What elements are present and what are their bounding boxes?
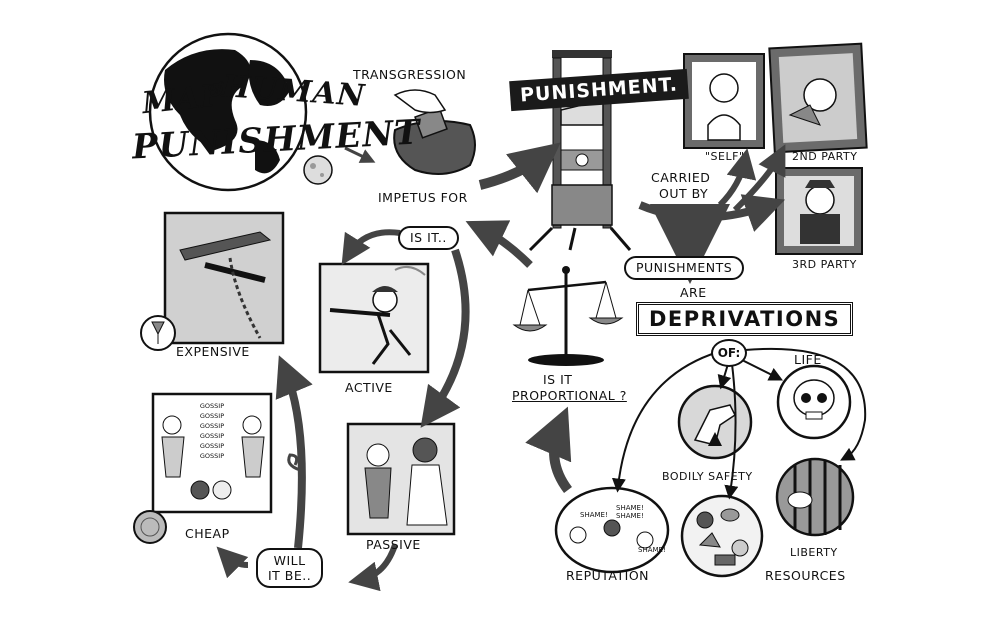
arrow-wallet-to-guillotine (478, 142, 561, 194)
label-third-party: 3RD PARTY (792, 258, 857, 271)
will-it-be-line-1: WILL (273, 553, 306, 568)
globe-illustration (148, 32, 308, 192)
label-is-it-proportional-2: PROPORTIONAL ? (512, 388, 627, 403)
branch-to-bodily-safety (717, 363, 732, 390)
label-active: ACTIVE (345, 380, 393, 395)
gossip-text-2: GOSSIP (200, 412, 224, 420)
of-badge: OF: (711, 339, 747, 367)
shame-sign-2: SHAME! (616, 504, 644, 512)
arrow-isit-to-drone (341, 229, 401, 266)
arrow-reputation-to-scales (525, 406, 573, 494)
label-second-party: 2ND PARTY (792, 150, 858, 163)
second-party-portrait-frame (768, 42, 868, 154)
punishments-pill: PUNISHMENTS (624, 256, 745, 280)
wallet-theft-illustration (393, 89, 476, 175)
shame-sign-3: SHAME! (616, 512, 644, 520)
label-is-it-proportional-1: IS IT (543, 372, 573, 387)
self-portrait-frame (683, 53, 765, 149)
label-transgression: TRANSGRESSION (353, 67, 467, 82)
will-it-be-line-2: IT BE.. (268, 568, 312, 583)
label-out-by: OUT BY (659, 186, 709, 201)
label-liberty: LIBERTY (790, 546, 838, 559)
passive-panel (346, 422, 456, 536)
skull-circle (776, 364, 852, 440)
moon-icon (303, 155, 333, 185)
arrow-passive-to-willitbe (348, 543, 398, 592)
label-bodily-safety: BODILY SAFETY (662, 470, 753, 483)
label-resources: RESOURCES (765, 568, 846, 583)
arrow-title-to-wallet (344, 146, 376, 163)
third-party-portrait-frame (775, 167, 863, 255)
reputation-oval: SHAME! SHAME! SHAME! SHAME! (554, 486, 670, 574)
label-expensive: EXPENSIVE (176, 344, 250, 359)
label-life: LIFE (794, 352, 822, 367)
arrow-scales-to-isit (465, 220, 533, 268)
label-passive: PASSIVE (366, 537, 421, 552)
branch-to-resources (724, 363, 739, 500)
arrows (216, 142, 786, 592)
shame-sign-1: SHAME! (580, 511, 608, 519)
resources-circle (680, 494, 764, 578)
champagne-icon (140, 315, 176, 351)
gossip-panel: GOSSIP GOSSIP GOSSIP GOSSIP GOSSIP GOSSI… (151, 392, 273, 514)
label-self: "SELF" (705, 150, 745, 163)
arrow-willitbe-to-cheap (216, 546, 249, 579)
branch-to-reputation (611, 351, 719, 493)
label-carried: CARRIED (651, 170, 711, 185)
scales-illustration (512, 266, 624, 366)
gossip-text-3: GOSSIP (200, 422, 224, 430)
label-are: ARE (680, 285, 707, 300)
branch-to-liberty (744, 347, 867, 461)
is-it-pill: IS IT.. (398, 226, 459, 250)
arrow-to-self (717, 148, 757, 208)
drone-panel (163, 211, 285, 345)
soldier-panel (318, 262, 430, 374)
liberty-circle (775, 457, 855, 537)
label-impetus-for: IMPETUS FOR (378, 190, 468, 205)
arrow-willitbe-to-expensive (275, 355, 313, 549)
bodily-safety-circle (677, 384, 753, 460)
shame-sign-4: SHAME! (638, 546, 666, 554)
will-it-be-pill: WILL IT BE.. (256, 548, 324, 588)
arrow-to-second-party (732, 144, 786, 213)
gossip-text-4: GOSSIP (200, 432, 224, 440)
arrow-isit-to-passive (420, 248, 470, 428)
arrow-guillotine-to-portraits (638, 194, 786, 232)
deprivation-branch-lines (611, 347, 867, 500)
deprivations-box: DEPRIVATIONS (636, 302, 854, 336)
branch-to-life (741, 359, 784, 381)
label-cheap: CHEAP (185, 526, 230, 541)
penny-icon (133, 510, 167, 544)
spiral-swirl (287, 453, 301, 472)
map-title-of: of (208, 80, 224, 94)
gossip-text-1: GOSSIP (200, 402, 224, 410)
gossip-text-6: GOSSIP (200, 452, 224, 460)
gossip-text-5: GOSSIP (200, 442, 224, 450)
label-reputation: REPUTATION (566, 568, 650, 583)
